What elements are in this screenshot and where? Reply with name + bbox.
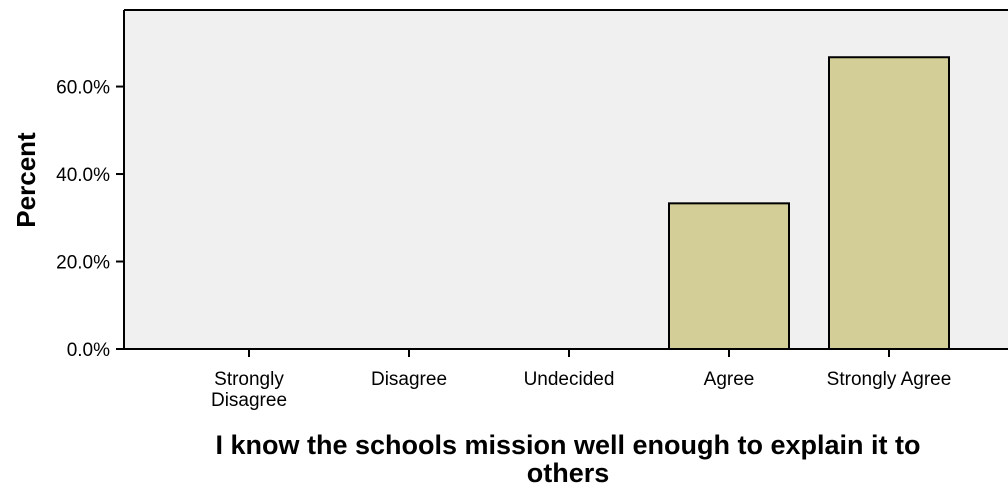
axes-group <box>123 9 1008 350</box>
bar <box>668 202 790 350</box>
y-tick-label: 0.0% <box>67 340 110 361</box>
x-tick-label: Disagree <box>371 369 447 390</box>
y-tick-label: 20.0% <box>56 253 110 274</box>
x-tick-label: Agree <box>704 369 755 390</box>
x-tick-label: Strongly Agree <box>827 369 952 390</box>
x-tick-label: Disagree <box>211 390 287 411</box>
x-axis-title: I know the schools mission well enough t… <box>215 430 920 488</box>
x-axis-title-line: others <box>527 458 610 488</box>
x-axis-title-line: I know the schools mission well enough t… <box>215 430 920 460</box>
x-tick-label: Undecided <box>524 369 615 390</box>
y-tick-label: 60.0% <box>56 78 110 99</box>
x-tick-label: Strongly <box>214 369 284 390</box>
y-axis-title: Percent <box>11 132 41 228</box>
y-ticks-group: 0.0% 20.0% 40.0% 60.0% <box>56 78 124 361</box>
bar <box>828 56 950 350</box>
y-tick-label: 40.0% <box>56 165 110 186</box>
bars-group <box>668 56 950 350</box>
